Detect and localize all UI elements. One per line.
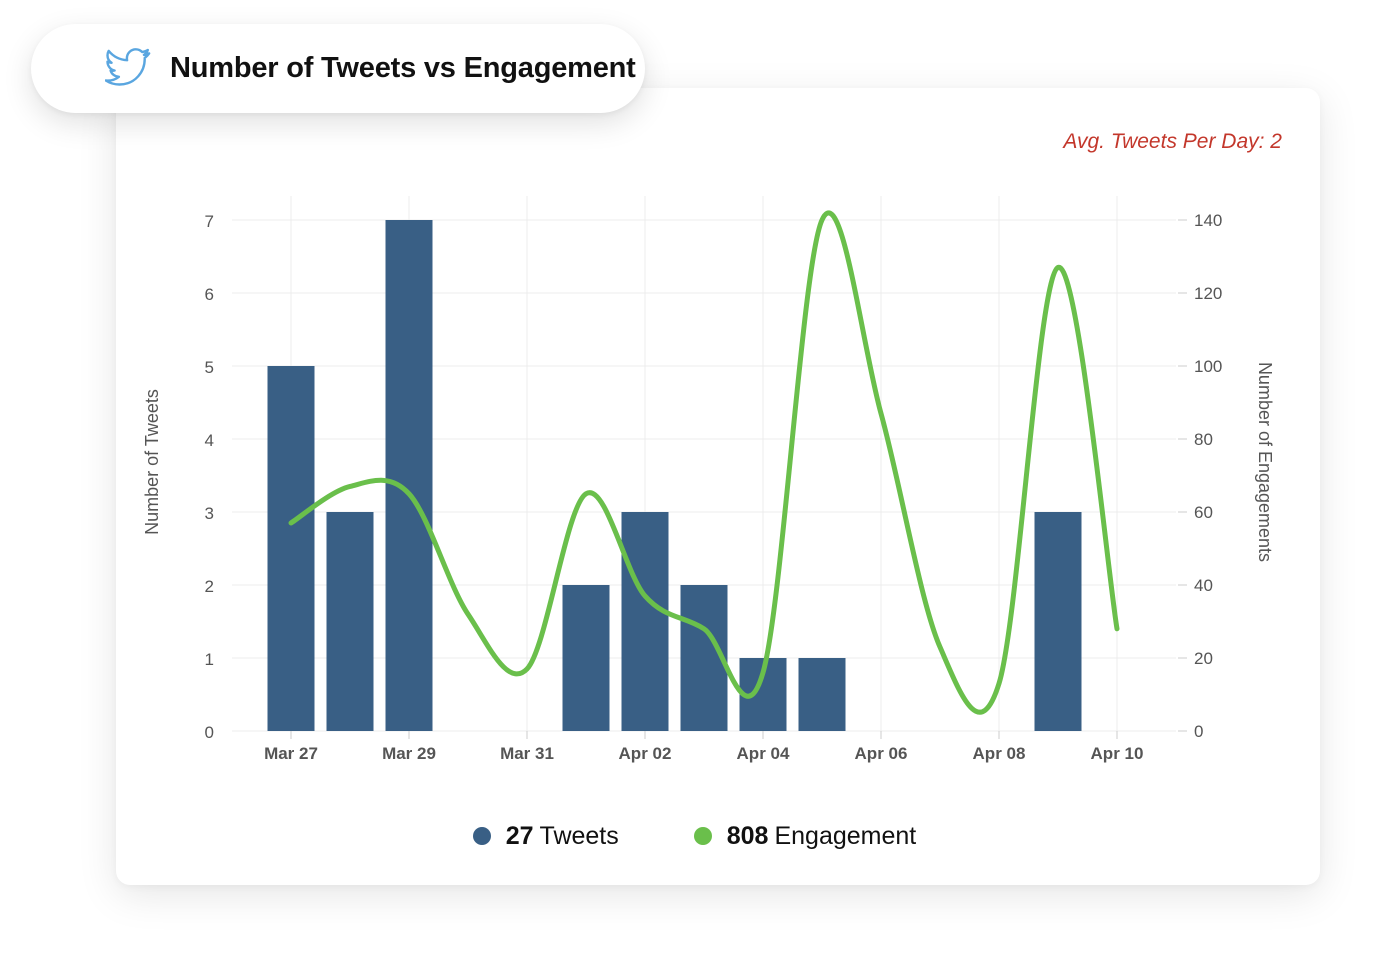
x-tick-label: Mar 29 — [382, 744, 436, 763]
y-left-tick-label: 2 — [205, 577, 214, 596]
x-tick-label: Mar 27 — [264, 744, 318, 763]
y-right-tick-label: 80 — [1194, 430, 1213, 449]
y-right-tick-label: 120 — [1194, 284, 1222, 303]
y-right-tick-label: 60 — [1194, 503, 1213, 522]
legend-engagement-label: Engagement — [774, 821, 917, 850]
x-tick-label: Apr 06 — [855, 744, 908, 763]
bar-tweets-mar-28 — [326, 512, 374, 731]
avg-tweets-annotation: Avg. Tweets Per Day: 2 — [1063, 130, 1282, 153]
legend-dot-tweets — [472, 827, 491, 845]
y-left-tick-label: 7 — [205, 212, 214, 231]
y-right-tick-label: 20 — [1194, 649, 1213, 668]
bar-tweets-apr-02 — [621, 512, 669, 731]
chart-card: Avg. Tweets Per Day: 2 — [116, 88, 1320, 885]
x-tick-label: Apr 10 — [1091, 744, 1144, 763]
y-right-tick-label: 140 — [1194, 211, 1222, 230]
bar-tweets-apr-09 — [1034, 512, 1082, 731]
y-right-tick-label: 0 — [1194, 722, 1203, 741]
chart-legend: 27 Tweets 808 Engagement — [0, 818, 1389, 854]
line-engagement — [288, 210, 1120, 715]
x-tick-label: Apr 08 — [973, 744, 1026, 763]
twitter-bird-icon — [105, 48, 151, 86]
legend-engagement-count: 808 — [726, 821, 769, 850]
y-right-tick-label: 40 — [1194, 576, 1213, 595]
legend-tweets-count: 27 — [505, 821, 534, 850]
y-right-axis-title: Number of Engagements — [1255, 362, 1275, 562]
y-left-tick-label: 1 — [205, 650, 214, 669]
x-tick-label: Apr 02 — [619, 744, 672, 763]
bar-tweets-mar-29 — [385, 220, 433, 731]
y-left-tick-label: 6 — [205, 285, 214, 304]
bar-tweets-apr-05 — [798, 658, 846, 731]
legend-tweets-label: Tweets — [539, 821, 619, 850]
y-left-axis-title: Number of Tweets — [142, 389, 162, 535]
y-left-tick-label: 0 — [205, 723, 214, 742]
bar-tweets-mar-27 — [267, 366, 315, 731]
y-left-tick-label: 4 — [205, 431, 214, 450]
legend-item-tweets[interactable]: 27 Tweets — [472, 821, 619, 851]
chart-title: Number of Tweets vs Engagement — [170, 52, 636, 84]
y-left-tick-label: 5 — [205, 358, 214, 377]
chart-title-pill: Number of Tweets vs Engagement — [31, 24, 645, 113]
x-tick-label: Mar 31 — [500, 744, 554, 763]
legend-dot-engagement — [693, 827, 712, 845]
y-left-tick-label: 3 — [205, 504, 214, 523]
y-right-tick-label: 100 — [1194, 357, 1222, 376]
legend-item-engagement[interactable]: 808 Engagement — [693, 821, 917, 851]
x-tick-label: Apr 04 — [737, 744, 790, 763]
bar-tweets-apr-01 — [562, 585, 610, 731]
